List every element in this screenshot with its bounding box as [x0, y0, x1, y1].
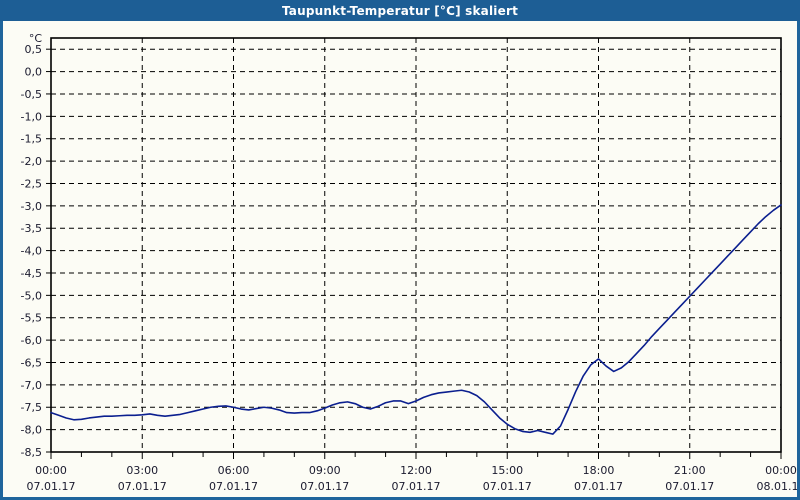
- yaxis-tick-label: -8,5: [21, 446, 42, 459]
- yaxis-tick-label: -4,5: [21, 267, 42, 280]
- xaxis-tick-sublabel: 07.01.17: [300, 480, 349, 493]
- xaxis-tick-sublabel: 07.01.17: [118, 480, 167, 493]
- xaxis-tick-label: 06:00: [218, 464, 250, 477]
- xaxis-tick-label: 21:00: [674, 464, 706, 477]
- yaxis-tick-label: -0,5: [21, 88, 42, 101]
- yaxis-tick-label: -5,0: [21, 289, 42, 302]
- yaxis-tick-label: -2,0: [21, 155, 42, 168]
- xaxis-tick-label: 09:00: [309, 464, 341, 477]
- window-titlebar: Taupunkt-Temperatur [°C] skaliert: [0, 0, 800, 21]
- xaxis-tick-label: 18:00: [583, 464, 615, 477]
- yaxis-tick-label: -3,5: [21, 222, 42, 235]
- xaxis-tick-label: 00:00: [765, 464, 797, 477]
- yaxis-tick-label: -2,5: [21, 177, 42, 190]
- yaxis-tick-label: -5,5: [21, 312, 42, 325]
- yaxis-tick-label: -3,0: [21, 200, 42, 213]
- xaxis-tick-label: 12:00: [400, 464, 432, 477]
- chart-area: 0,5 0,0 -0,5 -1,0 -1,5 -2,0 -2,5 -3,0 -3,5 -4,0 -4…: [3, 21, 797, 497]
- yaxis-tick-label: -7,0: [21, 379, 42, 392]
- xaxis-tick-sublabel: 07.01.17: [27, 480, 76, 493]
- yaxis-unit-label: °C: [29, 32, 43, 45]
- yaxis-tick-label: -8,0: [21, 424, 42, 437]
- yaxis-tick-label: -6,0: [21, 334, 42, 347]
- yaxis-tick-label: -7,5: [21, 401, 42, 414]
- yaxis-tick-label: -1,5: [21, 133, 42, 146]
- xaxis-tick-sublabel: 08.01.17: [757, 480, 797, 493]
- yaxis-tick-label: 0,0: [25, 66, 43, 79]
- xaxis-tick-sublabel: 07.01.17: [483, 480, 532, 493]
- xaxis-tick-sublabel: 07.01.17: [209, 480, 258, 493]
- page-title: Taupunkt-Temperatur [°C] skaliert: [281, 3, 519, 18]
- xaxis-tick-sublabel: 07.01.17: [392, 480, 441, 493]
- yaxis-tick-label: -4,0: [21, 245, 42, 258]
- yaxis-tick-label: 0,5: [25, 43, 43, 56]
- xaxis-tick-label: 03:00: [126, 464, 158, 477]
- xaxis-tick-sublabel: 07.01.17: [665, 480, 714, 493]
- xaxis-tick-sublabel: 07.01.17: [574, 480, 623, 493]
- xaxis-tick-label: 15:00: [491, 464, 523, 477]
- yaxis-tick-label: -1,0: [21, 110, 42, 123]
- data-line-series: [50, 204, 782, 435]
- yaxis-tick-label: -6,5: [21, 356, 42, 369]
- xaxis-tick-label: 00:00: [35, 464, 67, 477]
- line-chart: 0,5 0,0 -0,5 -1,0 -1,5 -2,0 -2,5 -3,0 -3,5 -4,0 -4…: [21, 32, 797, 493]
